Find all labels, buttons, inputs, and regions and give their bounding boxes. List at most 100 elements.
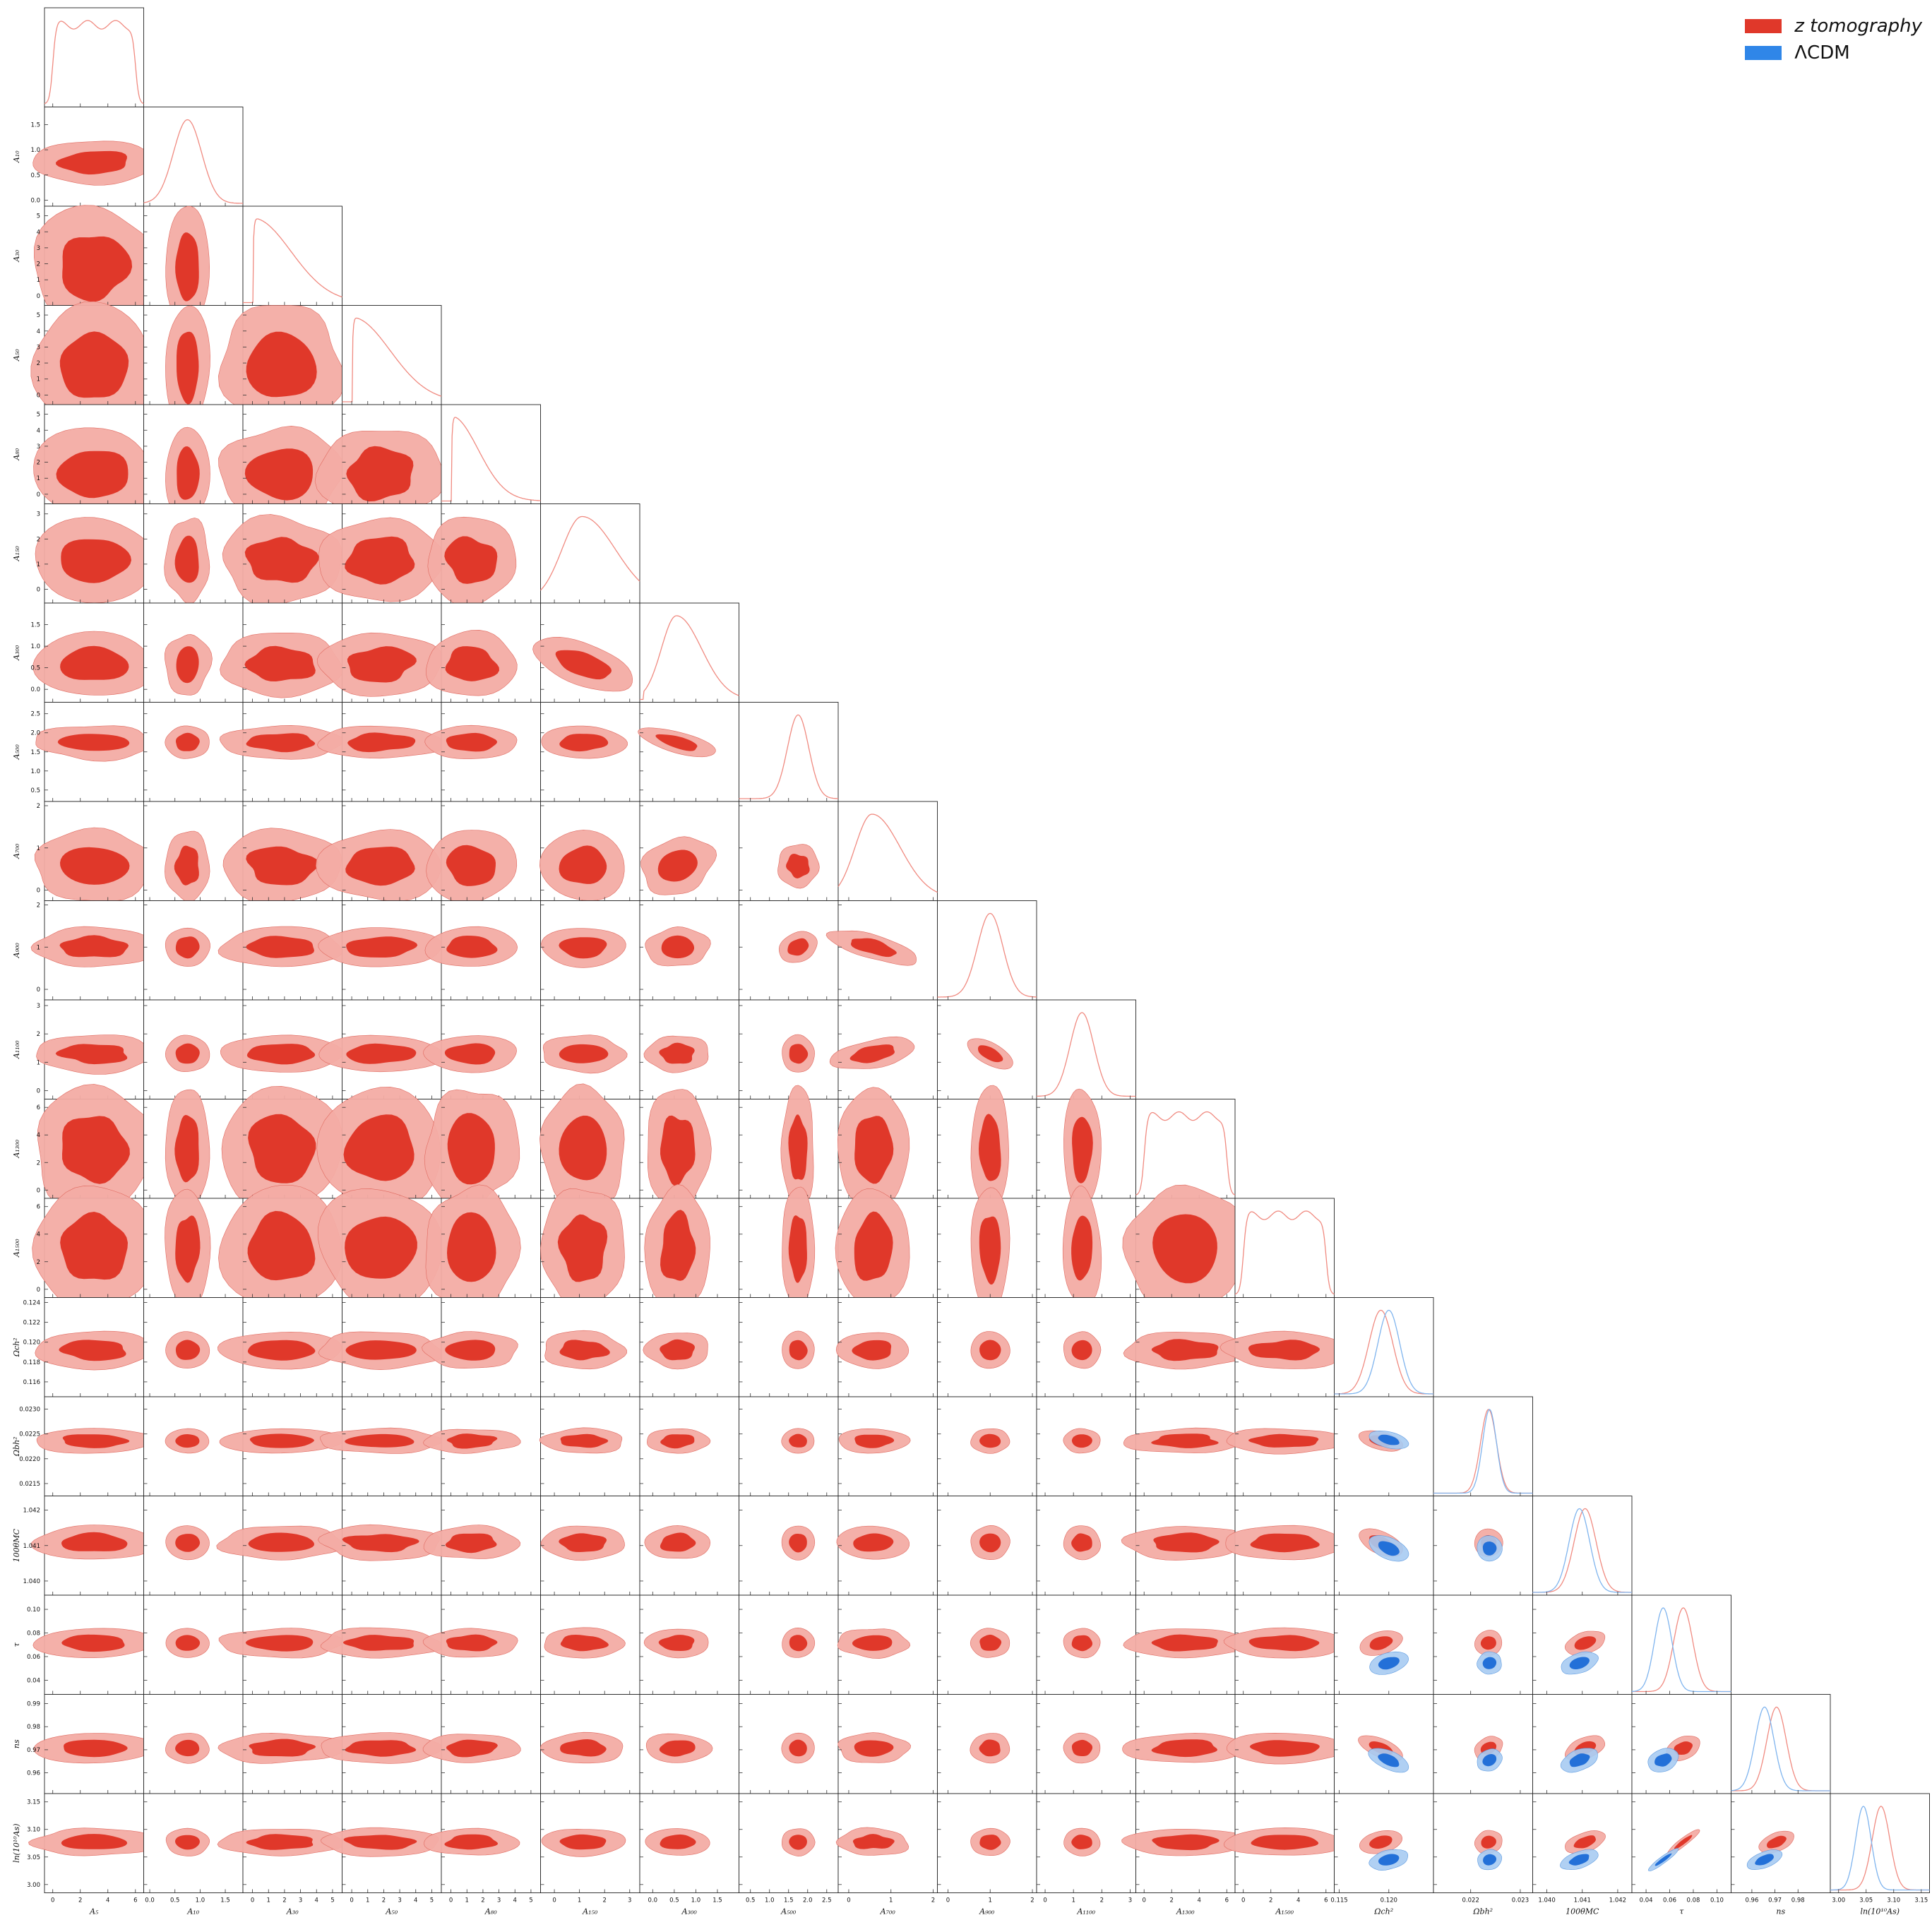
y-tick-label: 0.124 bbox=[23, 1300, 40, 1307]
x-tick-label: 1 bbox=[465, 1897, 469, 1904]
x-tick-label: 0.5 bbox=[170, 1897, 180, 1904]
panel-frame bbox=[1334, 1297, 1434, 1397]
y-axis-label: Ωch² bbox=[12, 1337, 21, 1357]
panel-14-7 bbox=[739, 1396, 839, 1496]
panel-18-12 bbox=[1223, 1793, 1347, 1893]
contour-68-z-tomography bbox=[555, 650, 612, 680]
y-axis-label: A₁₅₀₀ bbox=[12, 1239, 21, 1258]
contour-68-lcdm bbox=[1568, 1854, 1590, 1866]
contour-68-z-tomography bbox=[61, 539, 131, 583]
panel-15-12 bbox=[1225, 1496, 1347, 1596]
panel-12-6 bbox=[639, 1183, 739, 1304]
contour-68-z-tomography bbox=[979, 1433, 1001, 1448]
panel-frame bbox=[143, 107, 244, 207]
contour-68-z-tomography bbox=[444, 1043, 496, 1065]
panel-11-3 bbox=[316, 1087, 442, 1210]
panel-10-5 bbox=[540, 999, 640, 1099]
contour-68-z-tomography bbox=[62, 236, 133, 302]
panel-3-2 bbox=[217, 305, 345, 431]
contour-68-z-tomography bbox=[447, 1113, 495, 1185]
y-tick-label: 1.0 bbox=[30, 147, 40, 154]
contour-68-z-tomography bbox=[61, 1634, 125, 1652]
panel-10-1 bbox=[143, 999, 244, 1099]
x-axis-label: 100θMC bbox=[1566, 1907, 1599, 1916]
panel-9-6 bbox=[639, 900, 739, 1001]
y-tick-label: 5 bbox=[37, 412, 40, 419]
contour-68-z-tomography bbox=[175, 1215, 201, 1283]
x-tick-label: 1.5 bbox=[784, 1897, 794, 1904]
contour-68-z-tomography bbox=[175, 1635, 201, 1651]
x-tick-label: 3 bbox=[1128, 1897, 1132, 1904]
contour-68-z-tomography bbox=[979, 1533, 1001, 1553]
contour-68-z-tomography bbox=[174, 535, 199, 583]
panel-7-4 bbox=[424, 702, 541, 802]
panel-17-13 bbox=[1334, 1694, 1434, 1794]
y-tick-label: 4 bbox=[37, 1132, 40, 1139]
panel-frame bbox=[242, 205, 342, 306]
panel-18-6 bbox=[639, 1793, 739, 1893]
panel-13-1 bbox=[143, 1297, 244, 1397]
panel-16-7 bbox=[739, 1594, 839, 1695]
panel-8-7 bbox=[739, 801, 839, 901]
contour-68-z-tomography bbox=[660, 1210, 696, 1281]
contour-68-z-tomography bbox=[559, 845, 607, 884]
contour-68-z-tomography bbox=[1071, 1533, 1092, 1552]
contour-68-z-tomography bbox=[345, 847, 415, 886]
panel-6-3 bbox=[316, 602, 443, 703]
x-tick-label: 0 bbox=[1241, 1897, 1245, 1904]
x-tick-label: 0.115 bbox=[1330, 1897, 1347, 1904]
x-tick-label: 4 bbox=[513, 1897, 517, 1904]
contour-68-z-tomography bbox=[345, 1340, 417, 1360]
panel-1-1 bbox=[143, 107, 244, 207]
contour-68-z-tomography bbox=[346, 1043, 417, 1064]
x-axis-label: Ωch² bbox=[1373, 1907, 1393, 1916]
y-tick-label: 1 bbox=[37, 845, 40, 852]
contour-68-z-tomography bbox=[347, 646, 417, 683]
marginal-z-tomography bbox=[441, 417, 541, 502]
y-tick-label: 3 bbox=[37, 1003, 40, 1010]
contour-68-z-tomography bbox=[345, 1433, 415, 1448]
contour-68-z-tomography bbox=[557, 1214, 608, 1282]
contour-68-z-tomography bbox=[1480, 1636, 1496, 1650]
x-tick-label: 1.0 bbox=[765, 1897, 775, 1904]
contour-68-z-tomography bbox=[853, 1533, 894, 1552]
panel-8-0 bbox=[34, 801, 156, 902]
y-tick-label: 0 bbox=[37, 1087, 40, 1095]
panel-15-11 bbox=[1121, 1496, 1249, 1596]
contour-68-z-tomography bbox=[854, 1116, 894, 1184]
y-tick-label: 0.98 bbox=[27, 1724, 40, 1731]
contour-68-z-tomography bbox=[1248, 1340, 1320, 1361]
contour-68-z-tomography bbox=[1151, 1433, 1219, 1448]
panel-4-4 bbox=[441, 404, 541, 504]
panel-11-0 bbox=[37, 1084, 158, 1212]
panel-17-7 bbox=[739, 1694, 839, 1794]
panel-13-9 bbox=[937, 1297, 1037, 1397]
contour-68-z-tomography bbox=[247, 1340, 316, 1361]
marginal-z-tomography bbox=[1037, 1012, 1136, 1097]
contour-68-z-tomography bbox=[852, 1340, 892, 1361]
y-tick-label: 0 bbox=[37, 986, 40, 994]
contour-68-z-tomography bbox=[342, 1635, 415, 1651]
contour-68-z-tomography bbox=[979, 1835, 1001, 1850]
x-tick-label: 0 bbox=[1043, 1897, 1046, 1904]
panel-6-4 bbox=[426, 602, 541, 703]
panel-6-0 bbox=[32, 602, 155, 703]
panel-7-0 bbox=[35, 702, 153, 802]
y-tick-label: 5 bbox=[37, 312, 40, 319]
panel-12-3 bbox=[317, 1188, 443, 1313]
contour-68-z-tomography bbox=[852, 1635, 893, 1651]
contour-68-z-tomography bbox=[559, 937, 607, 959]
panel-8-5 bbox=[539, 801, 640, 901]
panel-17-8 bbox=[837, 1694, 938, 1794]
y-axis-label: ln(10¹⁰As) bbox=[12, 1823, 21, 1863]
panel-16-9 bbox=[937, 1594, 1037, 1695]
x-axis-label: A₁₅₀₀ bbox=[1275, 1907, 1294, 1916]
x-tick-label: 2 bbox=[382, 1897, 386, 1904]
contour-68-z-tomography bbox=[56, 150, 127, 175]
x-tick-label: 0.120 bbox=[1381, 1897, 1397, 1904]
panel-2-0 bbox=[33, 205, 160, 328]
x-tick-label: 0 bbox=[1142, 1897, 1145, 1904]
x-tick-label: 5 bbox=[330, 1897, 334, 1904]
y-tick-label: 3 bbox=[37, 443, 40, 451]
y-tick-label: 1.0 bbox=[30, 643, 40, 650]
